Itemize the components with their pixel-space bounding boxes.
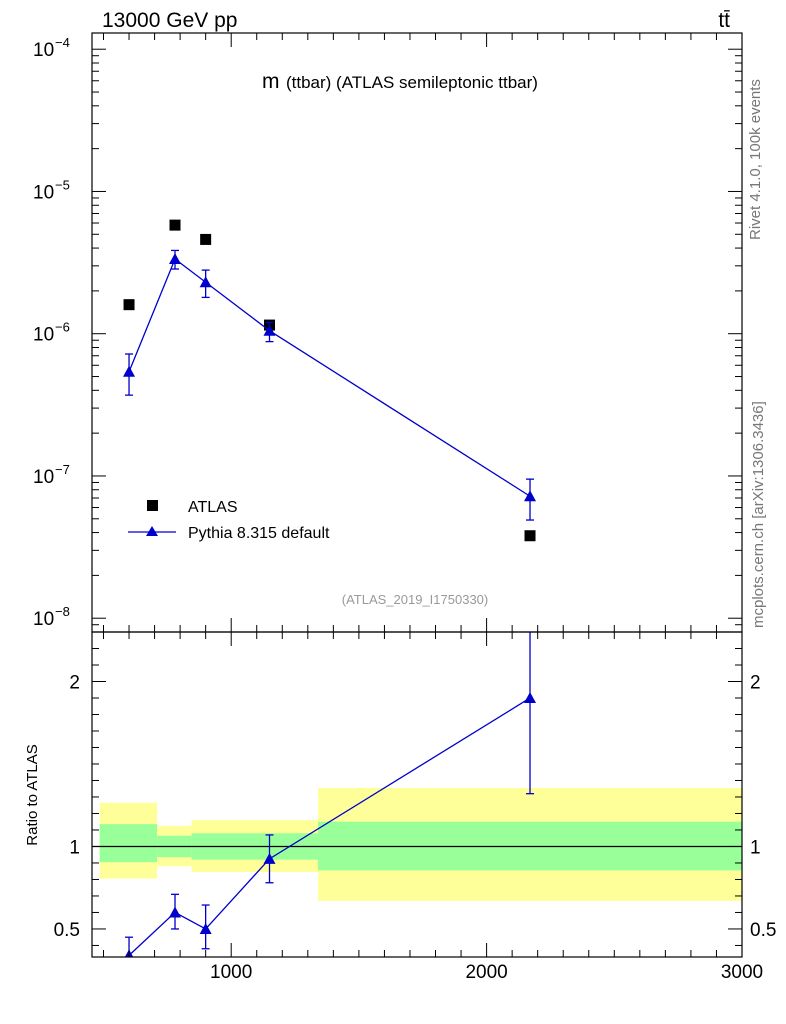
main-y-tick-exponent: −6 bbox=[55, 320, 70, 335]
pythia-data-point bbox=[263, 324, 276, 336]
ratio-axis-ticks bbox=[92, 632, 743, 957]
legend-pythia-label: Pythia 8.315 default bbox=[188, 525, 330, 542]
x-tick-label: 1000 bbox=[210, 962, 252, 983]
x-tick-label: 2000 bbox=[465, 962, 507, 983]
pythia-data-point bbox=[524, 490, 537, 502]
mcplots-label: mcplots.cern.ch [arXiv:1306.3436] bbox=[750, 401, 767, 628]
pythia-data-point bbox=[169, 253, 182, 265]
ratio-y-tick-label-left: 1 bbox=[69, 837, 80, 858]
main-y-tick-label: 10 bbox=[33, 467, 54, 488]
ratio-y-tick-label-right: 1 bbox=[750, 837, 761, 858]
atlas-data-point bbox=[524, 530, 536, 542]
main-data-series bbox=[123, 219, 537, 542]
ratio-data-point bbox=[263, 852, 276, 864]
process-label: tt̄ bbox=[718, 9, 730, 32]
pythia-data-point bbox=[199, 276, 212, 288]
main-axis-ticks bbox=[92, 33, 743, 633]
main-y-tick-label: 10 bbox=[33, 325, 54, 346]
ratio-y-tick-label-right: 2 bbox=[750, 672, 761, 693]
rivet-label: Rivet 4.1.0, 100k events bbox=[747, 79, 764, 240]
main-y-tick-labels: 10−410−510−610−710−8 bbox=[33, 35, 70, 630]
analysis-watermark: (ATLAS_2019_I1750330) bbox=[342, 592, 488, 607]
atlas-data-point bbox=[123, 299, 135, 311]
plot-title: (ttbar) (ATLAS semileptonic ttbar) bbox=[286, 73, 538, 92]
legend-pythia-marker bbox=[146, 526, 158, 536]
ratio-panel: 0.5 0.5 1 1 2 2 1000 2000 3000 Ratio to ATLAS bbox=[24, 631, 777, 983]
main-y-tick-label: 10 bbox=[33, 40, 54, 61]
main-y-tick-exponent: −5 bbox=[55, 177, 70, 192]
plot-title-m: m bbox=[262, 70, 280, 93]
main-y-tick-label: 10 bbox=[33, 182, 54, 203]
legend-atlas-marker bbox=[147, 500, 158, 511]
ratio-y-tick-label-left: 0.5 bbox=[54, 920, 80, 941]
main-panel: m (ttbar) (ATLAS semileptonic ttbar) (AT… bbox=[33, 32, 743, 633]
ratio-stat-band bbox=[99, 824, 158, 863]
pythia-line bbox=[128, 257, 531, 497]
ratio-y-tick-label-left: 2 bbox=[69, 672, 80, 693]
ratio-data-point bbox=[169, 906, 182, 918]
atlas-data-point bbox=[200, 233, 212, 245]
main-y-tick-exponent: −8 bbox=[55, 604, 70, 619]
main-frame bbox=[91, 32, 743, 633]
main-y-tick-exponent: −7 bbox=[55, 462, 70, 477]
energy-label: 13000 GeV pp bbox=[102, 9, 237, 32]
atlas-data-point bbox=[169, 219, 181, 231]
ratio-data-point bbox=[524, 691, 537, 703]
ratio-data-series bbox=[124, 632, 537, 957]
ratio-y-axis-label: Ratio to ATLAS bbox=[24, 744, 41, 845]
ratio-uncertainty-bands bbox=[99, 787, 742, 901]
ratio-tick-labels: 0.5 0.5 1 1 2 2 1000 2000 3000 bbox=[54, 672, 777, 983]
legend: ATLAS Pythia 8.315 default bbox=[128, 499, 330, 542]
main-y-tick-label: 10 bbox=[33, 609, 54, 630]
main-y-tick-exponent: −4 bbox=[55, 35, 70, 50]
legend-atlas-label: ATLAS bbox=[188, 499, 238, 516]
ratio-y-tick-label-right: 0.5 bbox=[750, 920, 776, 941]
ratio-frame bbox=[91, 631, 743, 958]
x-tick-label: 3000 bbox=[721, 962, 763, 983]
ratio-data-point bbox=[199, 922, 212, 934]
pythia-data-point bbox=[123, 365, 136, 377]
